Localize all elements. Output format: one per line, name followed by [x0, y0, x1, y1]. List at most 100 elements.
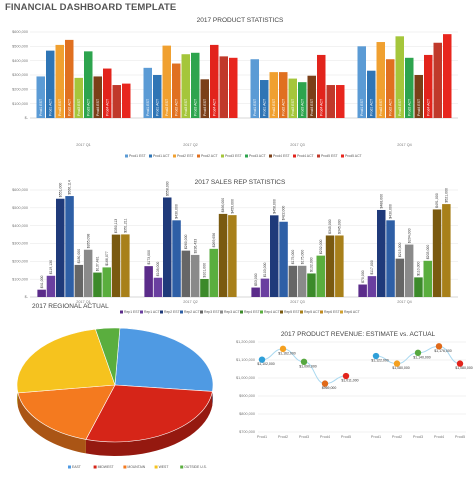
rep-bar: [228, 215, 237, 297]
bar-inner-label: Prod2 EST: [379, 98, 383, 116]
y-tick-label: $500,000: [12, 206, 28, 210]
bar-inner-label: Prod4 ACT: [105, 98, 109, 116]
product-bar: [367, 70, 376, 118]
y-tick-label: $300,000: [12, 242, 28, 246]
legend-swatch: [120, 310, 123, 314]
product-bar: [219, 56, 228, 118]
x-tick-label: Prod1: [371, 435, 381, 439]
legend-label: Rep5 EST: [284, 310, 300, 314]
x-group-label: 2017 Q1: [76, 143, 91, 147]
product-bar: [443, 34, 452, 118]
legend-swatch: [180, 465, 184, 469]
pie-slice: [17, 384, 116, 440]
bar-inner-label: Prod2 ACT: [388, 98, 392, 116]
product-bar: [200, 79, 209, 118]
product-bar: [269, 72, 278, 118]
legend-label: Prod3 ACT: [249, 154, 266, 158]
revenue-point: [414, 349, 422, 356]
rep-data-label: $260,000: [184, 234, 188, 249]
legend-swatch: [173, 154, 176, 158]
revenue-point: [258, 356, 266, 363]
product-bar: [36, 76, 45, 118]
y-tick-label: $1,000,000: [236, 376, 255, 380]
revenue-data-label: $1,176,000: [434, 349, 452, 353]
revenue-data-label: $1,080,000: [455, 366, 473, 370]
legend-swatch: [149, 154, 152, 158]
product-bar: [357, 46, 366, 119]
legend-swatch: [123, 465, 127, 469]
rep-bar: [172, 220, 181, 297]
rep-data-label: $566,114: [68, 180, 72, 194]
legend-label: WEST: [159, 465, 169, 469]
product-bar: [288, 78, 297, 118]
bar-inner-label: Prod2 EST: [272, 98, 276, 116]
y-tick-label: $600,000: [12, 188, 28, 192]
product-stats-title: 2017 PRODUCT STATISTICS: [197, 17, 284, 24]
legend-label: Rep6 ACT: [344, 310, 360, 314]
x-tick-label: Prod4: [434, 435, 444, 439]
revenue-data-label: $1,162,000: [278, 351, 296, 355]
page-title: FINANCIAL DASHBOARD TEMPLATE: [5, 2, 177, 13]
rep-bar: [316, 255, 325, 297]
rep-data-label: $119,130: [49, 260, 53, 274]
revenue-data-label: $1,140,000: [413, 355, 431, 359]
x-tick-label: Prod1: [257, 435, 267, 439]
legend-label: MIDWEST: [98, 465, 114, 469]
product-bar: [298, 82, 307, 118]
x-tick-label: Prod4: [320, 435, 330, 439]
bar-inner-label: Prod4 ACT: [212, 98, 216, 116]
bar-inner-label: Prod4 EST: [310, 98, 314, 116]
legend-swatch: [293, 154, 296, 158]
pie-slice-side: [17, 392, 86, 454]
y-tick-label: $400,000: [12, 59, 28, 63]
rep-bar: [260, 278, 270, 297]
legend-label: Rep2 EST: [164, 310, 180, 314]
rep-data-label: $269,656: [212, 233, 216, 248]
product-bar: [376, 42, 385, 118]
rep-data-label: $132,000: [310, 257, 314, 272]
y-tick-label: $200,000: [12, 260, 28, 264]
x-tick-label: Prod3: [299, 435, 309, 439]
revenue-data-label: $1,090,000: [299, 364, 317, 368]
bar-inner-label: Prod1 EST: [253, 98, 257, 116]
x-group-label: 2017 Q4: [397, 300, 412, 304]
rep-bar: [414, 277, 423, 297]
rep-data-label: $117,000: [370, 260, 374, 274]
rep-data-label: $203,000: [426, 245, 430, 260]
legend-swatch: [197, 154, 200, 158]
x-group-label: 2017 Q2: [183, 143, 198, 147]
product-bar: [93, 76, 102, 118]
y-tick-label: $900,000: [239, 394, 255, 398]
revenue-point: [321, 380, 329, 387]
rep-data-label: $236,433: [193, 239, 197, 254]
revenue-point: [300, 358, 308, 365]
rep-data-label: $466,000: [221, 198, 225, 213]
revenue-point: [372, 352, 380, 360]
legend-swatch: [317, 154, 320, 158]
y-tick-label: $500,000: [12, 45, 28, 49]
product-bar: [336, 85, 345, 118]
bar-inner-label: Prod3 EST: [398, 98, 402, 116]
product-bar: [326, 85, 335, 118]
rep-bar: [386, 220, 395, 297]
rep-data-label: $551,000: [58, 183, 62, 198]
rep-bar: [102, 267, 111, 297]
regional-title: 2017 REGIONAL ACTUAL: [32, 303, 109, 310]
rep-data-label: $350,113: [114, 219, 118, 233]
x-tick-label: Prod5: [455, 435, 465, 439]
y-tick-label: $200,000: [12, 88, 28, 92]
rep-data-label: $108,000: [156, 262, 160, 277]
rep-bar: [111, 234, 121, 297]
pie-slice: [85, 384, 213, 443]
legend-swatch: [245, 154, 248, 158]
rep-bar: [74, 264, 84, 297]
rep-data-label: $175,000: [300, 250, 304, 265]
rep-bar: [432, 209, 442, 297]
x-tick-label: Prod2: [278, 435, 288, 439]
rep-data-label: $175,000: [291, 250, 295, 265]
legend-swatch: [221, 154, 224, 158]
bar-inner-label: Prod3 EST: [184, 98, 188, 116]
legend-label: Prod2 EST: [177, 154, 194, 158]
rep-data-label: $166,077: [105, 251, 109, 266]
